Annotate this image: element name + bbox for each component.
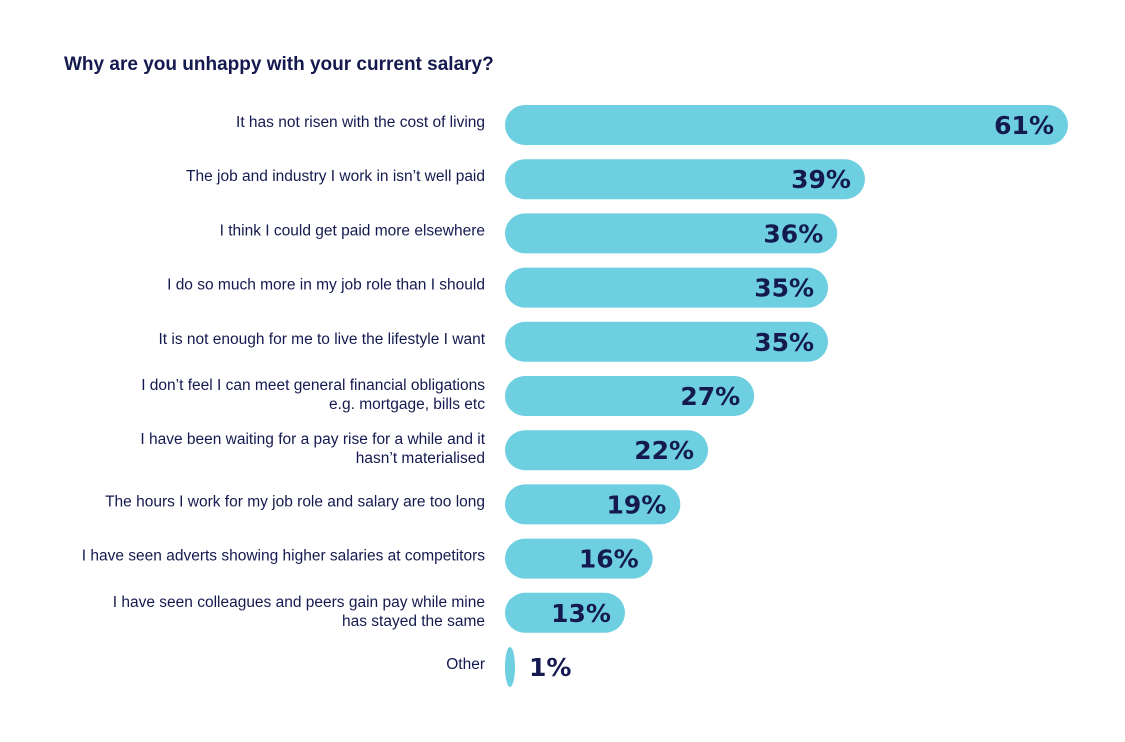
- value-label: 13%: [551, 599, 611, 628]
- category-label-line: I have seen colleagues and peers gain pa…: [113, 594, 485, 611]
- category-label-line: e.g. mortgage, bills etc: [329, 396, 485, 413]
- value-label: 16%: [579, 545, 639, 574]
- chart-title: Why are you unhappy with your current sa…: [64, 54, 494, 75]
- category-label-line: hasn’t materialised: [356, 450, 485, 467]
- category-label: The hours I work for my job role and sal…: [105, 493, 485, 510]
- category-label-line: I have been waiting for a pay rise for a…: [140, 431, 485, 448]
- category-label-line: I do so much more in my job role than I …: [167, 277, 485, 294]
- category-label: I do so much more in my job role than I …: [167, 277, 485, 294]
- category-label: It has not risen with the cost of living: [236, 114, 485, 131]
- bar: [505, 105, 1068, 145]
- category-label: I have been waiting for a pay rise for a…: [140, 431, 485, 467]
- value-label: 61%: [994, 111, 1054, 140]
- category-label-line: It has not risen with the cost of living: [236, 114, 485, 131]
- value-label: 1%: [529, 653, 571, 682]
- category-label: I have seen adverts showing higher salar…: [82, 548, 485, 565]
- category-label-line: It is not enough for me to live the life…: [158, 331, 485, 348]
- bar: [505, 484, 681, 525]
- category-label: I think I could get paid more elsewhere: [220, 222, 485, 239]
- value-label: 19%: [607, 490, 667, 519]
- category-label: Other: [446, 656, 485, 673]
- bar: [505, 321, 829, 362]
- category-label: The job and industry I work in isn’t wel…: [186, 168, 485, 185]
- category-label-line: I have seen adverts showing higher salar…: [82, 548, 485, 565]
- bar: [505, 430, 709, 471]
- category-label-line: I don’t feel I can meet general financia…: [141, 377, 485, 394]
- value-label: 22%: [634, 436, 694, 465]
- category-label: I have seen colleagues and peers gain pa…: [113, 594, 485, 630]
- category-label-line: I think I could get paid more elsewhere: [220, 222, 485, 239]
- value-label: 36%: [763, 219, 823, 248]
- bar: [505, 592, 625, 633]
- category-label-line: The job and industry I work in isn’t wel…: [186, 168, 485, 185]
- value-label: 35%: [754, 274, 814, 303]
- bar: [505, 647, 515, 687]
- bar: [505, 213, 838, 254]
- bar: [505, 538, 653, 579]
- category-label: I don’t feel I can meet general financia…: [141, 377, 485, 413]
- category-label-line: has stayed the same: [342, 613, 485, 630]
- value-label: 39%: [791, 165, 851, 194]
- bar: [505, 267, 829, 308]
- bar: [505, 159, 865, 200]
- value-label: 27%: [680, 382, 740, 411]
- category-label: It is not enough for me to live the life…: [158, 331, 485, 348]
- bar: [505, 376, 755, 416]
- category-label-line: Other: [446, 656, 485, 673]
- category-label-line: The hours I work for my job role and sal…: [105, 493, 485, 510]
- value-label: 35%: [754, 328, 814, 357]
